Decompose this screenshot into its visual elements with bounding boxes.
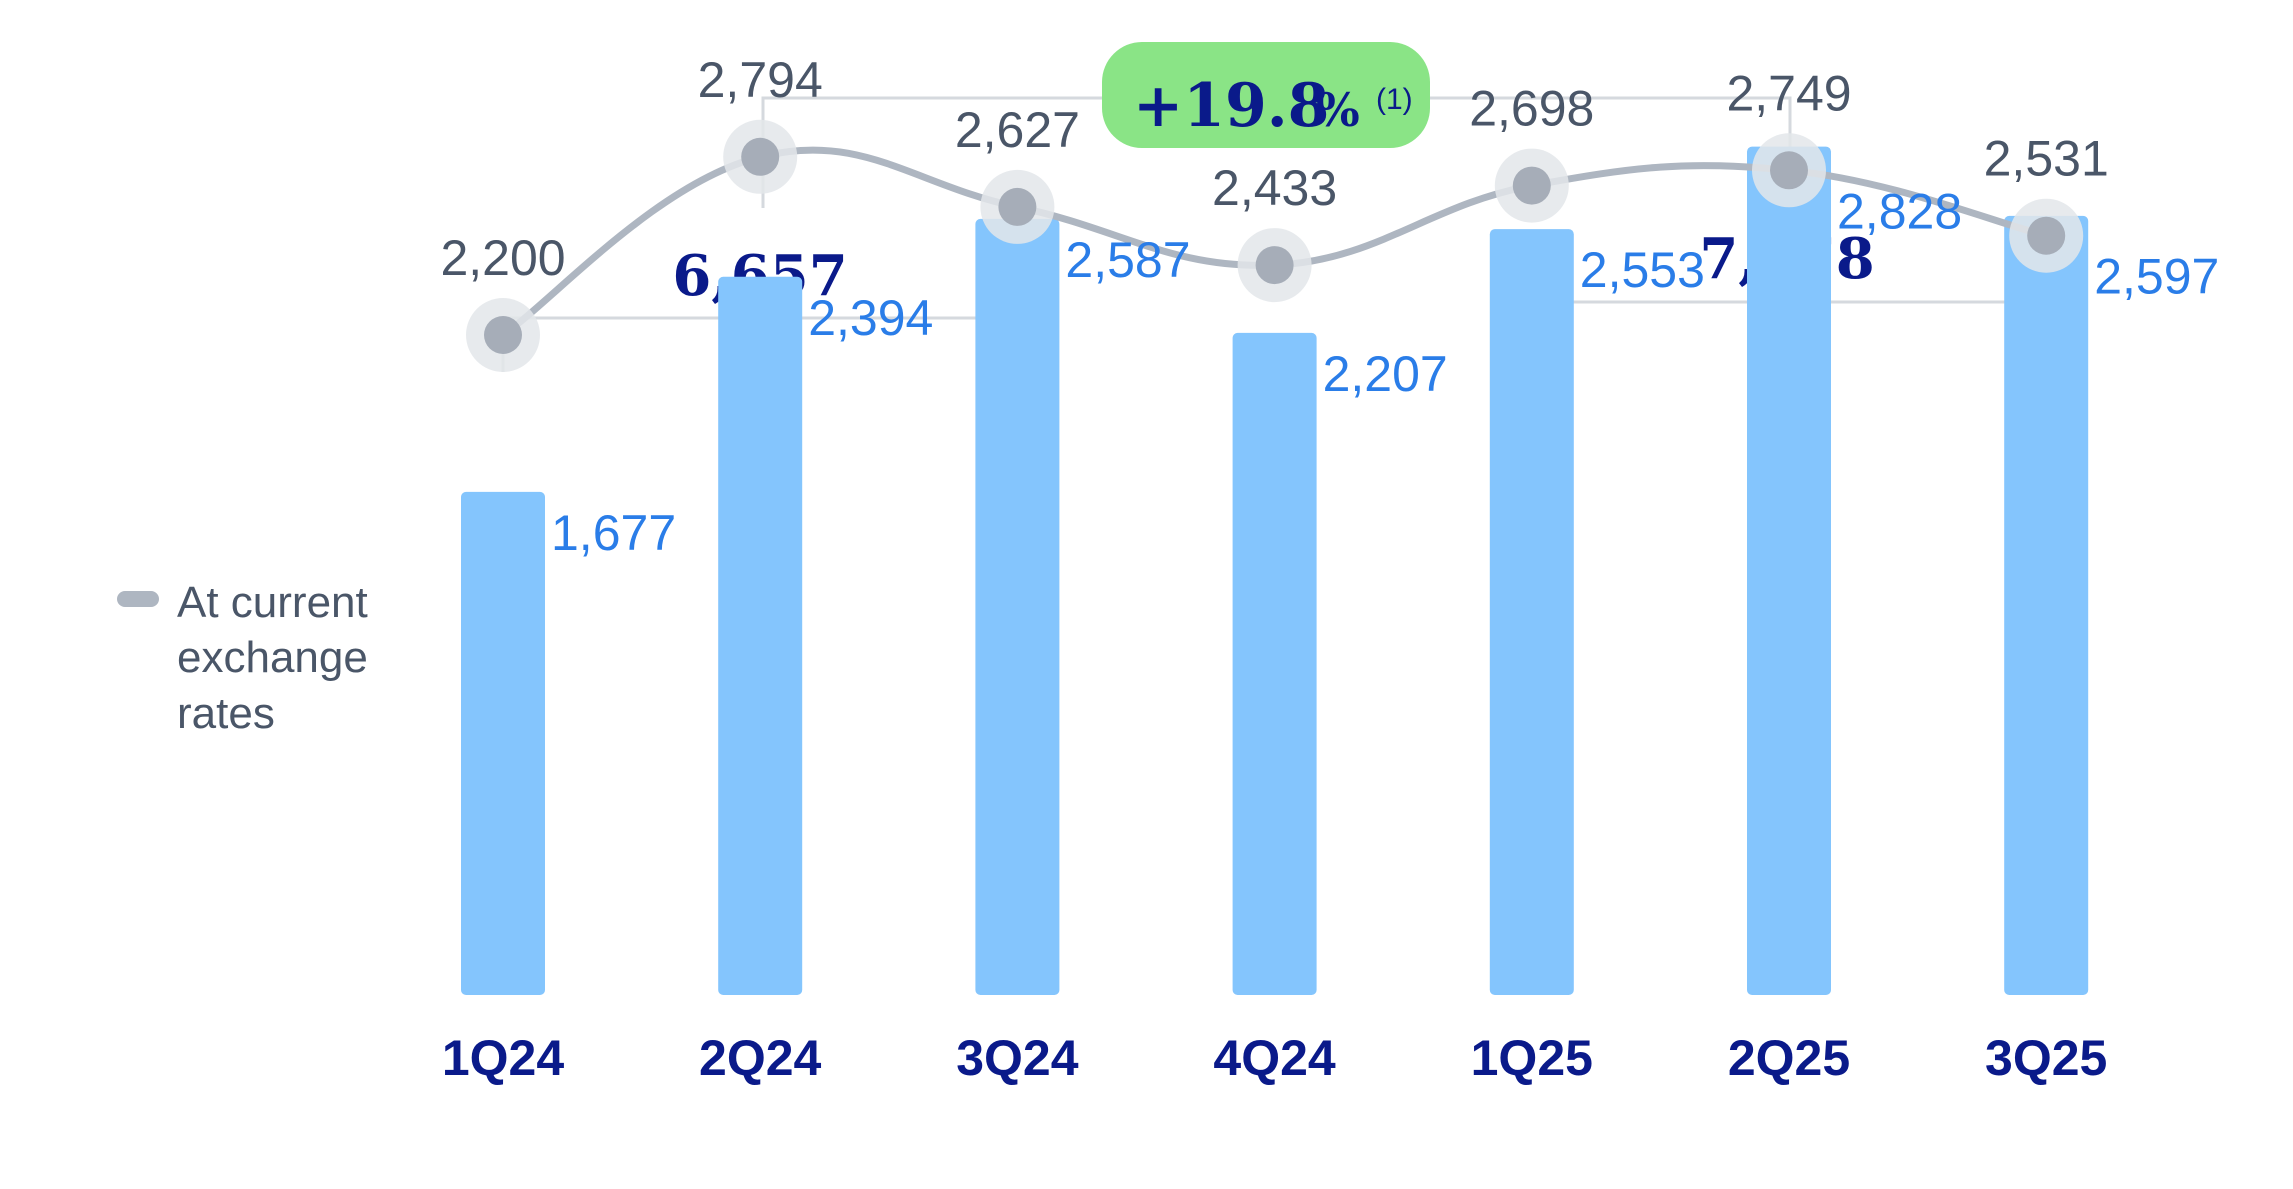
legend-label-line-2: exchange (177, 633, 368, 682)
line-marker-1Q24 (484, 316, 522, 354)
growth-badge (1102, 42, 1430, 148)
bar-3Q25 (2004, 215, 2089, 995)
bar-label-3Q25: 2,597 (2094, 249, 2219, 305)
category-label-2Q25: 2Q25 (1728, 1030, 1850, 1086)
line-marker-2Q24 (741, 137, 780, 176)
line-marker-3Q24 (998, 187, 1037, 226)
category-label-3Q24: 3Q24 (956, 1030, 1079, 1086)
line-label-4Q24: 2,433 (1212, 160, 1337, 216)
legend: At current exchange rates (117, 578, 368, 738)
legend-label-line-3: rates (177, 689, 275, 738)
legend-swatch (117, 591, 159, 607)
line-series (466, 119, 2084, 372)
category-label-2Q24: 2Q24 (699, 1030, 822, 1086)
line-label-3Q24: 2,627 (955, 102, 1080, 158)
line-label-1Q25: 2,698 (1469, 81, 1594, 137)
line-label-3Q25: 2,531 (1984, 131, 2109, 187)
bar-label-1Q24: 1,677 (551, 505, 676, 561)
line-marker-3Q25 (2027, 216, 2066, 255)
bar-series (461, 146, 2089, 996)
bar-4Q24 (1232, 332, 1317, 995)
bar-3Q24 (975, 218, 1060, 995)
growth-badge-unit: % (1316, 83, 1360, 137)
bar-2Q24 (718, 276, 803, 995)
growth-badge-value: +19.8 (1133, 71, 1329, 141)
bar-1Q25 (1489, 229, 1574, 996)
category-label-1Q24: 1Q24 (442, 1030, 565, 1086)
legend-label-line-1: At current (177, 578, 368, 627)
line-marker-1Q25 (1512, 166, 1551, 205)
bar-label-4Q24: 2,207 (1323, 346, 1448, 402)
growth-bracket: +19.8 % (1) (761, 42, 1792, 208)
bar-label-1Q25: 2,553 (1580, 242, 1705, 298)
line-marker-2Q25 (1770, 151, 1808, 190)
bar-label-2Q25: 2,828 (1837, 183, 1962, 239)
line-label-2Q24: 2,794 (698, 52, 823, 108)
line-label-1Q24: 2,200 (440, 230, 565, 286)
line-label-2Q25: 2,749 (1726, 65, 1851, 121)
growth-badge-note: (1) (1376, 83, 1413, 116)
category-label-4Q24: 4Q24 (1213, 1030, 1336, 1086)
bar-label-2Q24: 2,394 (808, 290, 933, 346)
category-label-1Q25: 1Q25 (1471, 1030, 1593, 1086)
line-marker-4Q24 (1255, 246, 1294, 285)
bar-1Q24 (461, 491, 545, 995)
data-labels: 2,200 2,794 2,627 2,433 2,698 2,749 2,531 1,677… (440, 52, 2219, 1086)
bar-2Q25 (1747, 146, 1831, 996)
category-label-3Q25: 3Q25 (1985, 1030, 2107, 1086)
bar-label-3Q24: 2,587 (1065, 232, 1190, 288)
